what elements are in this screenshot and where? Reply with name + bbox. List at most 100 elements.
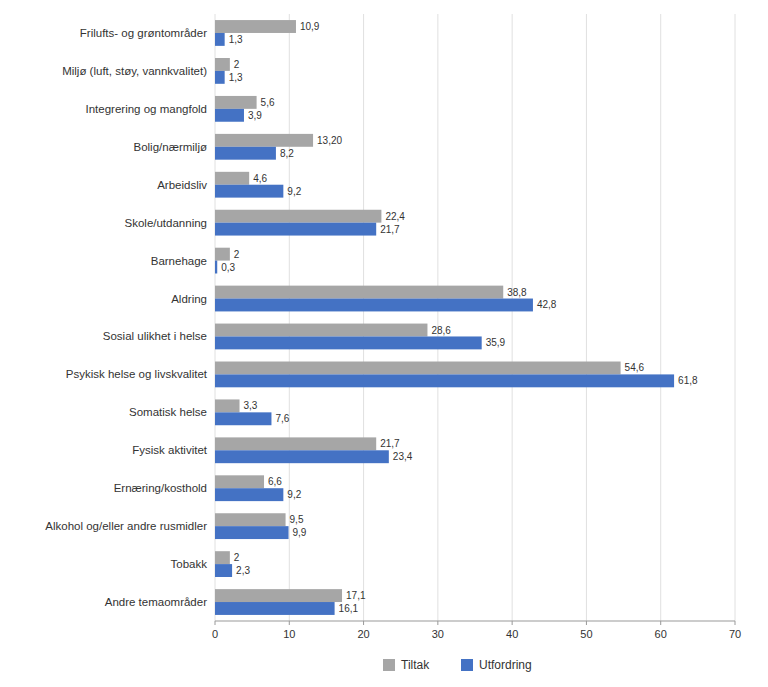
category-label: Sosial ulikhet i helse — [103, 330, 207, 342]
tick-mark — [289, 621, 290, 625]
tick-mark — [215, 621, 216, 625]
bar — [215, 33, 225, 46]
data-label: 9,5 — [290, 514, 304, 525]
data-label: 16,1 — [339, 603, 359, 614]
bar — [215, 374, 674, 387]
legend-swatch — [383, 659, 395, 671]
legend-label: Utfordring — [479, 658, 532, 672]
bar — [215, 362, 621, 375]
data-label: 38,8 — [507, 287, 527, 298]
grid-line — [437, 14, 438, 621]
tick-mark — [735, 621, 736, 625]
data-label: 3,9 — [248, 110, 262, 121]
category-label: Arbeidsliv — [157, 179, 207, 191]
legend-label: Tiltak — [401, 658, 430, 672]
data-label: 0,3 — [221, 262, 235, 273]
bar — [215, 96, 257, 109]
bar — [215, 134, 313, 147]
grid-line — [289, 14, 290, 621]
bar — [215, 185, 283, 198]
data-label: 21,7 — [380, 438, 400, 449]
data-labels: 17,129,56,621,73,354,628,638,8222,44,613… — [221, 21, 698, 614]
category-label: Frilufts- og grøntområder — [80, 27, 207, 39]
tick-label: 30 — [432, 628, 444, 640]
tick-mark — [363, 621, 364, 625]
data-label: 13,20 — [317, 135, 342, 146]
data-label: 22,4 — [385, 211, 405, 222]
bar — [215, 248, 230, 261]
data-label: 21,7 — [380, 224, 400, 235]
bar — [215, 286, 503, 299]
data-label: 35,9 — [486, 337, 506, 348]
tick-label: 10 — [283, 628, 295, 640]
legend: Tiltak Utfordring — [383, 658, 532, 672]
bar — [215, 564, 232, 577]
data-label: 17,1 — [346, 590, 366, 601]
tick-label: 60 — [655, 628, 667, 640]
bar — [215, 526, 289, 539]
bar — [215, 336, 482, 349]
tick-label: 20 — [357, 628, 369, 640]
category-label: Aldring — [171, 293, 207, 305]
tick-mark — [512, 621, 513, 625]
tick-label: 70 — [729, 628, 741, 640]
bar — [215, 172, 249, 185]
tick-label: 40 — [506, 628, 518, 640]
bar — [215, 324, 427, 337]
category-label: Bolig/nærmiljø — [134, 141, 208, 153]
chart: 0 10 20 30 40 50 60 70 Andre temaområder Tobakk Al… — [0, 0, 768, 687]
data-label: 2 — [234, 249, 240, 260]
category-label: Andre temaområder — [105, 596, 207, 608]
grid-line — [512, 14, 513, 621]
data-label: 4,6 — [253, 173, 267, 184]
data-label: 3,3 — [244, 400, 258, 411]
bar — [215, 412, 271, 425]
data-label: 5,6 — [261, 97, 275, 108]
bar — [215, 261, 217, 274]
tick-mark — [437, 621, 438, 625]
bar — [215, 399, 240, 412]
bar — [215, 223, 376, 236]
tick-label: 0 — [212, 628, 218, 640]
data-label: 2,3 — [236, 565, 250, 576]
bar — [215, 109, 244, 122]
data-label: 10,9 — [300, 21, 320, 32]
category-label: Tobakk — [171, 558, 208, 570]
grid-line — [735, 14, 736, 621]
bar — [215, 589, 342, 602]
data-label: 2 — [234, 59, 240, 70]
bar — [215, 450, 389, 463]
bar — [215, 299, 533, 312]
data-label: 8,2 — [280, 148, 294, 159]
data-label: 42,8 — [537, 299, 557, 310]
bar — [215, 71, 225, 84]
data-label: 6,6 — [268, 476, 282, 487]
legend-swatch — [461, 659, 473, 671]
bar — [215, 437, 376, 450]
category-label: Miljø (luft, støy, vannkvalitet) — [62, 65, 207, 77]
bar — [215, 602, 335, 615]
category-label: Integrering og mangfold — [86, 103, 207, 115]
category-label: Fysisk aktivitet — [132, 444, 208, 456]
data-label: 7,6 — [275, 413, 289, 424]
data-label: 9,2 — [287, 186, 301, 197]
bar — [215, 513, 286, 526]
data-label: 61,8 — [678, 375, 698, 386]
bar — [215, 58, 230, 71]
category-label: Skole/utdanning — [125, 217, 207, 229]
data-label: 1,3 — [229, 34, 243, 45]
bar — [215, 475, 264, 488]
tick-mark — [586, 621, 587, 625]
bar — [215, 147, 276, 160]
bars — [215, 20, 674, 615]
bar — [215, 551, 230, 564]
grid-line — [363, 14, 364, 621]
category-label: Somatisk helse — [129, 406, 207, 418]
data-label: 9,9 — [293, 527, 307, 538]
data-label: 1,3 — [229, 72, 243, 83]
bar — [215, 210, 381, 223]
tick-label: 50 — [580, 628, 592, 640]
bar — [215, 488, 283, 501]
data-label: 9,2 — [287, 489, 301, 500]
category-label: Alkohol og/eller andre rusmidler — [45, 520, 207, 532]
